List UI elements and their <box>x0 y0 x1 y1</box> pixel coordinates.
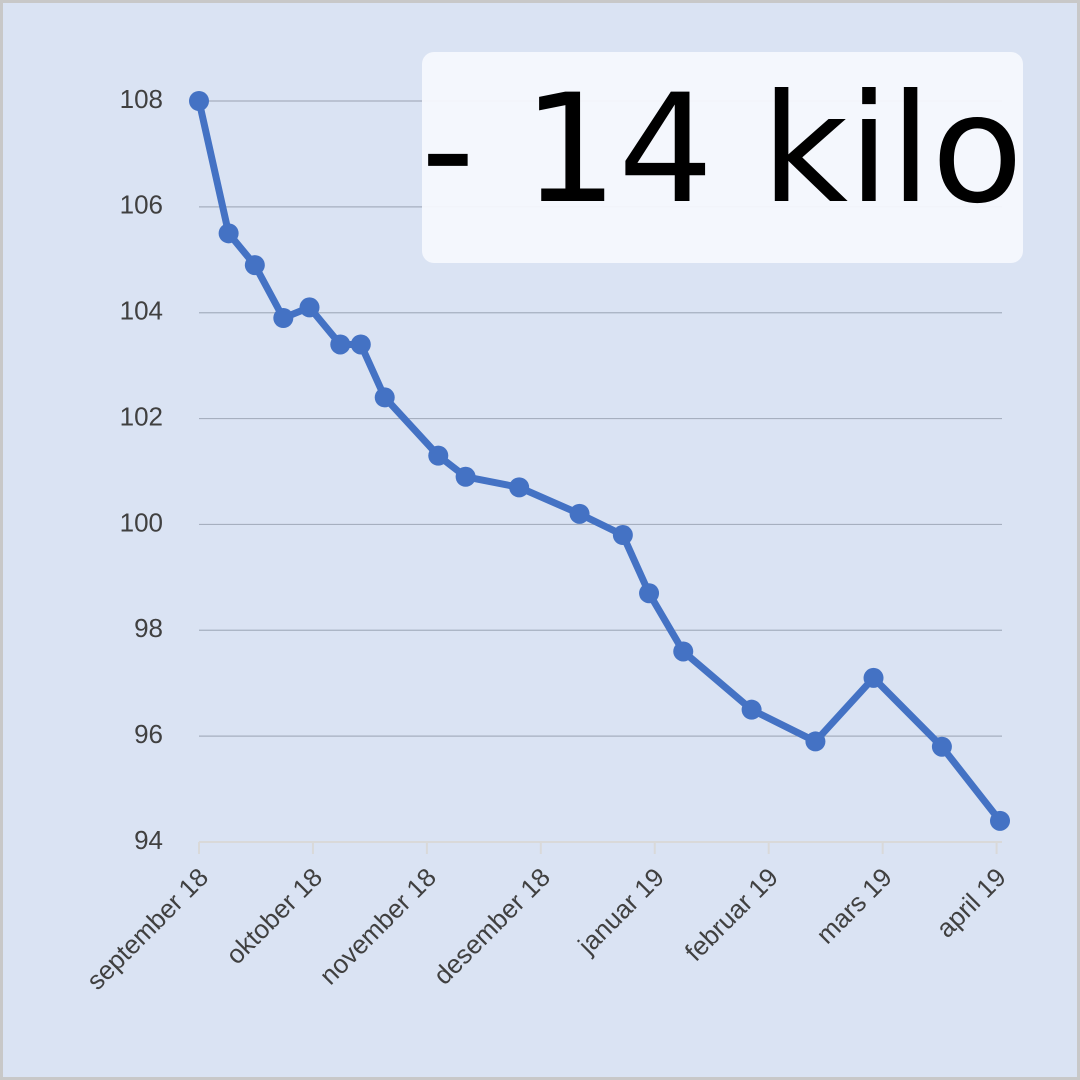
point <box>244 255 265 276</box>
point <box>350 334 371 355</box>
point <box>612 525 633 546</box>
point <box>805 731 826 752</box>
y-tick-label: 100 <box>120 507 163 537</box>
point <box>569 503 590 524</box>
y-tick-label: 94 <box>134 825 163 855</box>
point <box>931 736 952 757</box>
point <box>428 445 449 466</box>
point <box>330 334 351 355</box>
point <box>639 583 660 604</box>
point <box>374 387 395 408</box>
point <box>299 297 320 318</box>
y-tick-label: 104 <box>120 296 163 326</box>
point <box>455 466 476 487</box>
point <box>218 223 239 244</box>
point <box>990 810 1010 831</box>
point <box>673 641 694 662</box>
y-tick-label: 106 <box>120 190 163 220</box>
y-tick-label: 96 <box>134 719 163 749</box>
point <box>741 699 762 720</box>
y-tick-label: 102 <box>120 401 163 431</box>
annotation: - 14 kilo <box>421 63 1023 237</box>
point <box>863 667 884 688</box>
y-tick-label: 108 <box>120 84 163 114</box>
point <box>509 477 530 498</box>
point <box>189 91 209 111</box>
annotation-box <box>422 52 1023 263</box>
point <box>273 308 294 329</box>
y-tick-label: 98 <box>134 613 163 643</box>
